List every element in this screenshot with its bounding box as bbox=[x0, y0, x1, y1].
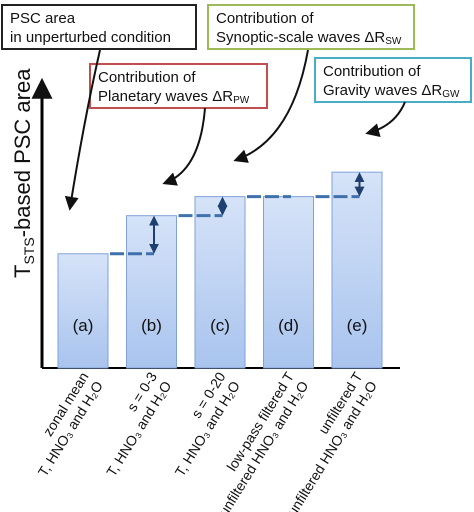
annotation-synoptic: Contribution of Synoptic-scale waves ΔRS… bbox=[207, 4, 415, 50]
pointer-arrow-unperturbed bbox=[64, 49, 101, 211]
y-axis-label: TSTS-based PSC area bbox=[10, 68, 37, 278]
bar-b bbox=[126, 215, 177, 369]
annotation-gravity: Contribution of Gravity waves ΔRGW bbox=[314, 57, 472, 103]
y-axis-label-prefix: T bbox=[10, 265, 35, 278]
annotation-box bbox=[89, 63, 268, 109]
annotation-line: Contribution of bbox=[216, 10, 314, 27]
annotation-line: Contribution of bbox=[98, 69, 196, 86]
bar-label: (b) bbox=[141, 316, 162, 335]
annotation-box bbox=[207, 4, 415, 50]
annotation-line: Synoptic-scale waves ΔRSW bbox=[216, 29, 402, 47]
y-axis-label-sub: STS bbox=[21, 237, 37, 264]
annotation-unperturbed: PSC area in unperturbed condition bbox=[1, 4, 197, 50]
annotation-box bbox=[1, 4, 197, 50]
bar-a bbox=[57, 253, 109, 369]
bar-c bbox=[194, 196, 246, 369]
annotation-line: Contribution of bbox=[323, 63, 421, 80]
pointer-arrow-synoptic bbox=[233, 49, 309, 163]
pointer-arrow-gravity bbox=[365, 101, 406, 137]
bar-label: (d) bbox=[278, 316, 299, 335]
pointer-arrow-planetary bbox=[162, 107, 206, 186]
annotation-line: PSC area bbox=[10, 10, 76, 27]
bar-e bbox=[331, 171, 383, 369]
annotation-line: Gravity waves ΔRGW bbox=[323, 82, 460, 100]
category-label: zonal meanT, HNO₃ and H₂O bbox=[20, 369, 106, 479]
annotation-line: in unperturbed condition bbox=[10, 29, 171, 46]
bar-d bbox=[263, 196, 314, 369]
bar-label: (a) bbox=[73, 316, 94, 335]
annotation-planetary: Contribution of Planetary waves ΔRPW bbox=[89, 63, 268, 109]
annotation-line: Planetary waves ΔRPW bbox=[98, 88, 250, 106]
bar-label: (e) bbox=[347, 316, 368, 335]
bar-label: (c) bbox=[210, 316, 230, 335]
annotation-box bbox=[314, 57, 472, 103]
y-axis-label-rest: -based PSC area bbox=[10, 68, 35, 238]
